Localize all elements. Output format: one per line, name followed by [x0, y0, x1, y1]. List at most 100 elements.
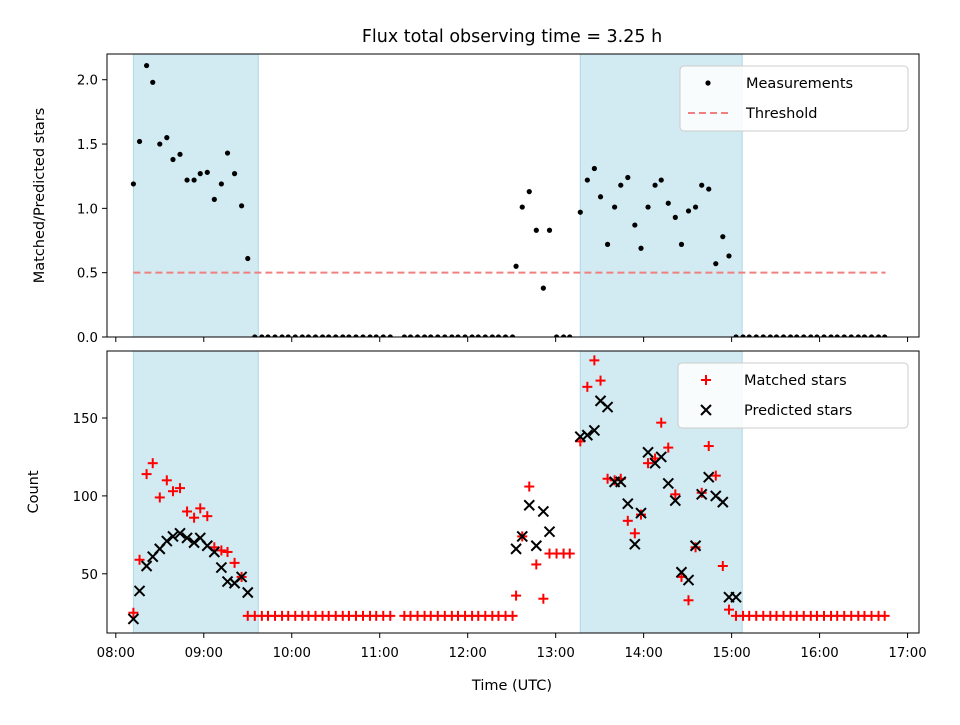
x-tick-label: 09:00 [185, 646, 223, 661]
data-point [591, 165, 597, 172]
data-point [387, 334, 393, 337]
data-point [175, 483, 186, 494]
x-tick-label: 14:00 [624, 646, 662, 661]
data-point [523, 499, 535, 511]
data-point [516, 530, 528, 543]
shaded-interval [132, 53, 259, 338]
data-point [215, 561, 228, 574]
data-point [188, 536, 200, 549]
data-point [367, 334, 373, 337]
legend-marker [705, 80, 711, 86]
data-point [658, 177, 664, 183]
x-tick-label: 12:00 [449, 646, 487, 661]
data-point [696, 487, 707, 498]
data-point [414, 334, 421, 337]
panel-1: 0.0 0.5 1.0 1.5 2.0 Matched/Predicted stars Me… [32, 53, 920, 346]
legend-box [679, 65, 909, 132]
data-point [699, 182, 705, 188]
data-point [208, 546, 221, 558]
data-point [760, 334, 766, 337]
data-point [683, 595, 694, 606]
data-point [615, 476, 627, 488]
data-point [143, 62, 150, 69]
x-tick-label: 10:00 [273, 646, 311, 661]
data-point [595, 375, 606, 386]
data-point [222, 546, 233, 557]
data-point [265, 334, 271, 337]
data-point [622, 497, 634, 510]
data-point [665, 200, 671, 206]
data-point [703, 471, 715, 483]
y-tick-label: 150 [73, 412, 98, 427]
data-point [629, 538, 641, 550]
data-point [161, 535, 173, 547]
data-point [828, 334, 834, 337]
data-point [235, 571, 248, 583]
y-tick-label: 0.0 [77, 331, 98, 346]
legend-label: Matched stars [744, 373, 847, 389]
data-point [834, 334, 840, 337]
y-tick-label: 1.0 [77, 202, 98, 217]
data-point [312, 334, 319, 337]
legend-marker [701, 375, 711, 385]
data-point [669, 494, 682, 507]
data-point [150, 79, 156, 85]
data-point [848, 334, 854, 337]
data-point [533, 227, 539, 233]
data-point [629, 528, 640, 539]
legend-label: Predicted stars [744, 403, 852, 419]
legend: Measurements Threshold [679, 65, 909, 132]
data-point [808, 334, 814, 337]
data-point [531, 559, 542, 570]
data-point [239, 203, 245, 209]
data-point [305, 334, 312, 337]
plot-frame [106, 53, 920, 338]
data-point [259, 334, 265, 337]
series-predicted-stars [127, 395, 742, 625]
data-point [601, 401, 614, 413]
data-point [879, 610, 890, 621]
data-point [710, 470, 721, 481]
shaded-interval [132, 350, 259, 634]
data-point [502, 334, 509, 337]
data-point [510, 543, 522, 555]
data-point [794, 334, 800, 337]
data-point [299, 334, 305, 337]
data-point [553, 334, 560, 337]
data-point [703, 441, 714, 452]
data-point [678, 241, 685, 247]
data-point [435, 334, 441, 337]
data-point [564, 548, 575, 559]
data-point [164, 135, 170, 141]
data-point [174, 527, 186, 539]
data-point [252, 334, 258, 337]
data-point [663, 442, 674, 453]
data-point [340, 334, 346, 337]
data-point [530, 540, 543, 552]
data-point [584, 177, 590, 183]
data-point [184, 177, 190, 183]
data-point [540, 285, 546, 291]
legend-box [677, 362, 909, 429]
y-tick-label: 0.5 [77, 267, 98, 282]
data-point [706, 186, 712, 192]
data-point [519, 204, 525, 210]
data-point [538, 593, 549, 604]
data-point [723, 604, 734, 615]
data-point [507, 610, 518, 621]
data-point [582, 381, 593, 392]
data-point [229, 557, 240, 568]
data-point [509, 334, 516, 337]
data-point [618, 182, 624, 188]
data-point [642, 446, 654, 458]
data-point [682, 574, 695, 586]
data-point [326, 334, 332, 337]
data-point [482, 334, 488, 337]
data-point [181, 532, 193, 544]
data-point [625, 174, 631, 181]
data-point [780, 334, 787, 337]
data-point [526, 189, 532, 195]
data-point [767, 334, 773, 337]
data-point [195, 503, 206, 514]
